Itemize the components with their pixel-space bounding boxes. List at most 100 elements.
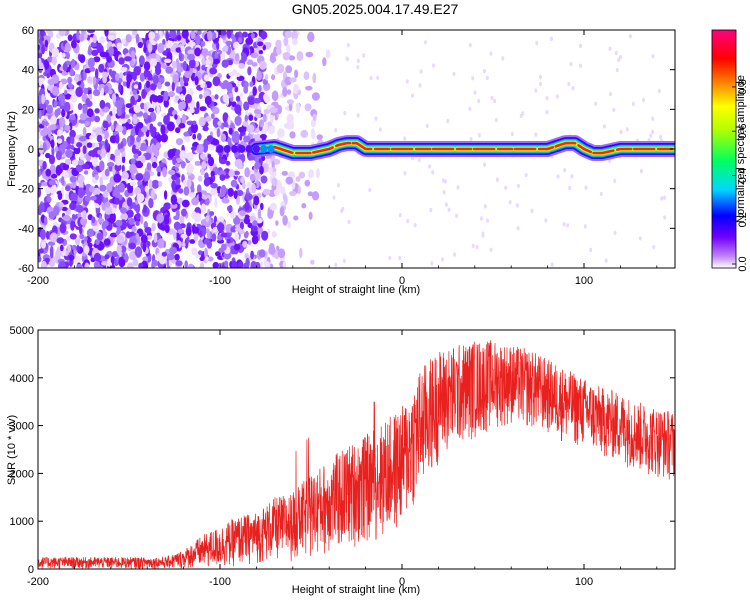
spectrogram-noise-cell [65, 185, 71, 192]
spectrogram-noise-cell [254, 261, 261, 268]
spectrogram-noise-cell [127, 118, 131, 124]
spectrogram-noise-cell [183, 186, 190, 196]
spectrogram-noise-cell [205, 116, 212, 122]
spectrogram-noise-cell [405, 79, 409, 84]
spectrogram-noise-cell [220, 133, 227, 143]
spectrogram-noise-cell [104, 30, 109, 37]
spectrogram-noise-cell [158, 180, 163, 187]
spectrogram-noise-cell [184, 136, 191, 143]
spectrogram-noise-cell [198, 250, 203, 256]
colorbar-gradient [711, 29, 737, 269]
spectrogram-noise-cell [191, 247, 198, 256]
spectrogram-noise-cell [136, 193, 145, 203]
spectrogram-noise-cell [236, 75, 245, 82]
snr-y-tick-label: 2000 [10, 468, 34, 480]
spectrogram-noise-cell [271, 90, 279, 102]
spectrogram-noise-cell [102, 191, 109, 198]
spectrogram-ridge-blob [260, 145, 268, 153]
spectrogram-noise-cell [225, 160, 231, 166]
spectrogram-noise-cell [144, 185, 149, 193]
spectrogram-noise-cell [167, 91, 175, 98]
spectrogram-noise-cell [165, 42, 172, 49]
snr-x-tick-label: -200 [27, 576, 49, 588]
spectrogram-noise-cell [197, 30, 202, 35]
spectrogram-noise-cell [190, 30, 196, 40]
spectrogram-noise-cell [207, 30, 213, 42]
spectrogram-noise-cell [181, 208, 187, 217]
spectrogram-noise-cell [403, 136, 407, 141]
spectrogram-noise-cell [311, 92, 320, 101]
spectrogram-noise-cell [282, 215, 288, 226]
spectrogram-noise-cell [172, 74, 179, 84]
spectrogram-noise-cell [237, 36, 243, 44]
spectrogram-noise-cell [289, 77, 297, 83]
spectrogram-noise-cell [71, 244, 77, 251]
spectrogram-noise-cell [139, 72, 146, 82]
spectrogram-noise-cell [660, 196, 664, 201]
spectrogram-noise-cell [211, 233, 217, 242]
spectrogram-noise-cell [325, 49, 331, 59]
spectrogram-noise-cell [347, 219, 351, 225]
spectrogram-noise-cell [242, 31, 248, 38]
spectrogram-noise-cell [115, 231, 120, 236]
spectrogram-noise-cell [135, 203, 141, 214]
spectrogram-noise-cell [118, 256, 126, 268]
spectrogram-noise-cell [292, 38, 298, 46]
spectrogram-noise-cell [286, 113, 294, 123]
spectrogram-noise-cell [49, 164, 56, 175]
spectrogram-noise-cell [301, 203, 307, 209]
spectrogram-noise-cell [165, 66, 174, 74]
spectrogram-noise-cell [89, 66, 96, 72]
spectrogram-noise-cell [220, 82, 227, 90]
spectrogram-noise-cell [516, 226, 520, 231]
spectrogram-noise-cell [247, 96, 256, 105]
spectrogram-noise-cell [175, 260, 183, 267]
spectrogram-noise-cell [233, 243, 241, 251]
spectrogram-noise-cell [356, 113, 360, 118]
spectrogram-noise-cell [308, 169, 314, 179]
spectrogram-noise-cell [144, 152, 152, 161]
spectrogram-noise-cell [75, 86, 83, 98]
spectrogram-noise-cell [69, 176, 77, 183]
spectrogram-noise-cell [388, 255, 392, 261]
spectrogram-noise-cell [83, 245, 90, 255]
spectrogram-noise-cell [182, 60, 187, 71]
spectrogram-noise-cell [212, 226, 219, 233]
colorbar-tick-label: 0.6 [737, 124, 749, 139]
spectrogram-noise-cell [41, 120, 46, 126]
spectrogram-y-axis-label: Frequency (Hz) [6, 111, 18, 187]
spectrogram-noise-cell [191, 197, 200, 206]
spectrogram-noise-cell [59, 202, 64, 208]
spectrogram-noise-cell [179, 215, 185, 225]
spectrogram-noise-cell [193, 107, 200, 115]
spectrogram-noise-cell [151, 95, 159, 103]
spectrogram-noise-cell [429, 207, 433, 213]
spectrogram-noise-cell [108, 46, 114, 57]
spectrogram-noise-cell [167, 253, 175, 261]
spectrogram-noise-cell [167, 149, 175, 159]
spectrogram-noise-cell [481, 231, 485, 236]
spectrogram-noise-cell [160, 124, 166, 135]
spectrogram-noise-cell [48, 179, 56, 186]
spectrogram-noise-cell [47, 127, 52, 138]
snr-x-tick-label: -100 [209, 576, 231, 588]
spectrogram-noise-cell [61, 176, 65, 186]
spectrogram-noise-cell [568, 185, 572, 191]
spectrogram-noise-cell [78, 33, 85, 42]
spectrogram-noise-cell [40, 36, 45, 42]
spectrogram-noise-cell [135, 220, 140, 226]
spectrogram-noise-cell [221, 243, 227, 251]
spectrogram-noise-cell [239, 210, 246, 217]
spectrogram-noise-cell [252, 220, 258, 227]
spectrogram-noise-cell [94, 68, 99, 79]
spectrogram-noise-cell [50, 139, 55, 149]
spectrogram-noise-cell [41, 93, 45, 105]
spectrogram-noise-cell [93, 56, 101, 63]
spectrogram-noise-cell [204, 95, 212, 106]
spectrogram-noise-cell [45, 152, 51, 159]
spectrogram-noise-cell [144, 226, 152, 234]
spectrogram-noise-cell [200, 153, 206, 160]
spectrogram-noise-cell [94, 174, 99, 180]
spectrogram-noise-cell [443, 179, 447, 184]
